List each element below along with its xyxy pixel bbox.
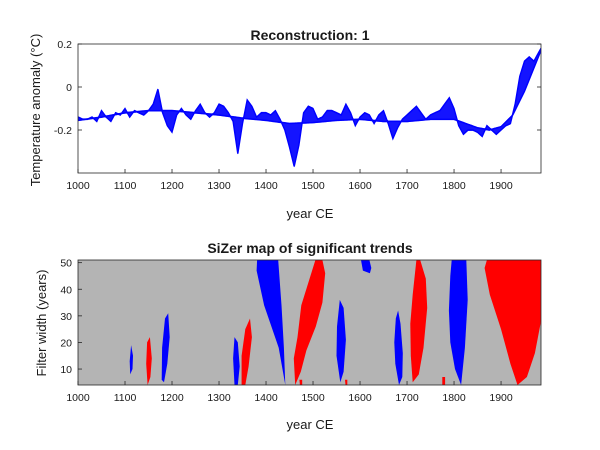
sizer-region-increase-13 <box>299 379 303 385</box>
sizer-x-tick-label: 1100 <box>114 392 137 404</box>
reconstruction-axes-box <box>77 43 542 174</box>
sizer-regions <box>129 260 541 385</box>
reconstruction-x-tick-label: 1400 <box>254 180 278 192</box>
sizer-x-tick-label: 1800 <box>442 392 466 404</box>
reconstruction-title: Reconstruction: 1 <box>250 27 369 43</box>
reconstruction-x-tick-label: 1200 <box>160 180 184 192</box>
sizer-region-increase-6 <box>293 260 326 385</box>
sizer-y-ticks: 50 40 30 20 10 <box>60 258 82 376</box>
sizer-region-increase-1 <box>146 337 152 385</box>
sizer-region-decrease-5 <box>256 260 286 385</box>
sizer-region-increase-15 <box>442 377 446 385</box>
sizer-x-tick-label: 1000 <box>66 392 90 404</box>
sizer-region-decrease-9 <box>394 310 403 385</box>
sizer-x-tick-label: 1500 <box>301 392 325 404</box>
sizer-x-tick-label: 1600 <box>348 392 372 404</box>
reconstruction-y-tick-label: -0.2 <box>54 125 72 137</box>
sizer-region-decrease-2 <box>161 313 170 383</box>
reconstruction-x-tick-label: 1800 <box>442 180 466 192</box>
sizer-region-decrease-7 <box>336 299 346 383</box>
sizer-region-decrease-3 <box>233 337 240 385</box>
sizer-x-label: year CE <box>287 417 334 432</box>
sizer-region-decrease-0 <box>129 345 133 375</box>
sizer-x-ticks: 1000 1100 1200 1300 1400 1500 1600 1700 1800 1900 <box>66 381 513 404</box>
sizer-region-increase-14 <box>345 379 348 385</box>
reconstruction-y-label: Temperature anomaly (°C) <box>28 34 43 187</box>
sizer-region-decrease-11 <box>448 260 468 385</box>
reconstruction-panel: Reconstruction: 1 1000 1100 1200 1300 1400 15… <box>28 27 542 221</box>
sizer-y-tick-label: 10 <box>60 364 72 376</box>
sizer-panel: SiZer map of significant trends 1000 1100… <box>34 240 542 432</box>
sizer-x-tick-label: 1200 <box>160 392 184 404</box>
reconstruction-x-tick-label: 1300 <box>207 180 231 192</box>
sizer-x-tick-label: 1300 <box>207 392 231 404</box>
sizer-region-increase-4 <box>241 318 252 385</box>
sizer-y-tick-label: 20 <box>60 337 72 349</box>
reconstruction-x-tick-label: 1000 <box>66 180 90 192</box>
sizer-y-tick-label: 50 <box>60 258 72 270</box>
reconstruction-x-ticks: 1000 1100 1200 1300 1400 1500 1600 1700 1800 1900 <box>66 169 513 192</box>
reconstruction-x-tick-label: 1100 <box>114 180 137 192</box>
sizer-y-tick-label: 30 <box>60 311 72 323</box>
sizer-region-increase-12 <box>484 260 541 385</box>
sizer-x-tick-label: 1700 <box>395 392 419 404</box>
reconstruction-x-label: year CE <box>287 206 334 221</box>
reconstruction-detail-line <box>78 47 541 167</box>
reconstruction-y-tick-label: 0 <box>66 82 72 94</box>
reconstruction-y-tick-label: 0.2 <box>57 39 72 51</box>
reconstruction-y-ticks: 0.2 0 -0.2 <box>54 39 541 137</box>
reconstruction-x-tick-label: 1600 <box>348 180 372 192</box>
sizer-region-increase-10 <box>410 260 428 383</box>
sizer-y-tick-label: 40 <box>60 284 72 296</box>
reconstruction-x-tick-label: 1700 <box>395 180 419 192</box>
sizer-x-tick-label: 1400 <box>254 392 278 404</box>
sizer-title: SiZer map of significant trends <box>207 240 413 256</box>
sizer-axes-box <box>77 259 542 386</box>
sizer-region-decrease-8 <box>361 260 372 274</box>
sizer-y-label: Filter width (years) <box>34 270 49 377</box>
reconstruction-x-tick-label: 1500 <box>301 180 325 192</box>
reconstruction-x-tick-label: 1900 <box>489 180 513 192</box>
sizer-x-tick-label: 1900 <box>489 392 513 404</box>
